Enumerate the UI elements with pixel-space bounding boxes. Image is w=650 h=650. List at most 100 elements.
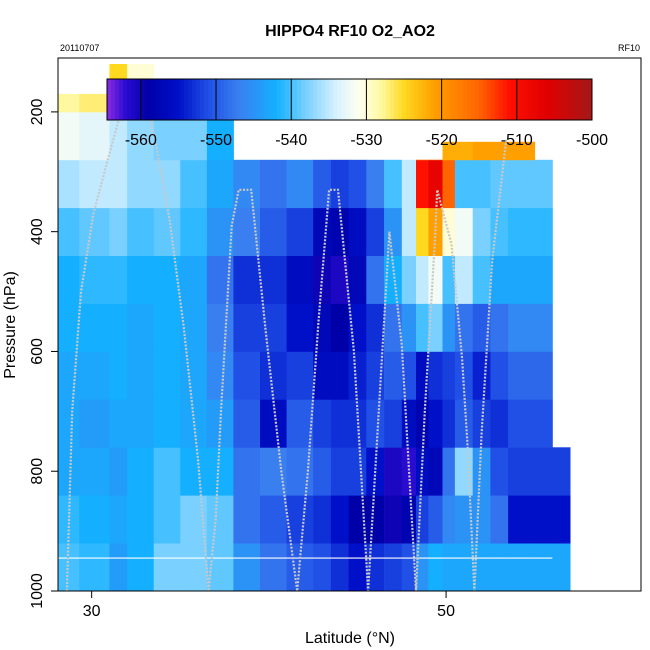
colorbar-swatch: [583, 79, 589, 120]
colorbar-swatch: [385, 79, 391, 120]
axes: 30 50 200 400 600 800 1000: [29, 98, 455, 620]
colorbar-swatch: [389, 79, 395, 120]
heatmap-cell: [384, 447, 403, 496]
colorbar-swatch: [571, 79, 577, 120]
heatmap-cell: [366, 303, 385, 352]
heatmap-cell: [428, 543, 443, 592]
colorbar-swatch: [398, 79, 403, 120]
heatmap-cell: [127, 447, 155, 496]
heatmap-cell: [472, 447, 491, 496]
heatmap-cell: [180, 399, 208, 448]
heatmap-cell: [79, 111, 110, 161]
y-axis-label: Pressure (hPa): [2, 271, 19, 379]
colorbar-swatch: [551, 79, 557, 120]
colorbar-swatch: [171, 79, 177, 120]
colorbar-swatch: [353, 79, 359, 120]
colorbar-swatch: [466, 79, 472, 120]
heatmap-cell: [416, 255, 429, 304]
heatmap-cell: [127, 495, 155, 544]
plot-frame: [57, 57, 642, 592]
heatmap-cell: [384, 399, 403, 448]
heatmap-cell: [233, 255, 261, 304]
colorbar-swatch: [280, 79, 286, 120]
heatmap-cell: [330, 447, 349, 496]
heatmap-cell: [330, 255, 349, 304]
colorbar-tick-label: -560: [125, 132, 157, 149]
colorbar-swatch: [478, 79, 484, 120]
colorbar-swatch: [495, 79, 500, 120]
colorbar-swatch: [337, 79, 342, 120]
colorbar-swatch: [329, 79, 334, 120]
heatmap-cell: [454, 399, 473, 448]
heatmap-cell: [490, 141, 509, 161]
colorbar-swatch: [349, 79, 355, 120]
heatmap-cell: [330, 159, 349, 209]
colorbar-swatch: [313, 79, 318, 120]
colorbar-swatch: [438, 79, 443, 120]
heatmap-cell: [180, 447, 208, 496]
heatmap-cell: [260, 159, 287, 209]
heatmap-cell: [534, 255, 553, 304]
heatmap-cell: [233, 447, 261, 496]
heatmap-cell: [313, 255, 332, 304]
heatmap-cell: [401, 351, 417, 400]
heatmap-cell: [366, 207, 385, 256]
heatmap-cell: [206, 447, 234, 496]
colorbar-swatch: [292, 79, 298, 120]
colorbar-swatch: [191, 79, 197, 120]
heatmap-cell: [366, 255, 385, 304]
heatmap-cell: [79, 255, 110, 304]
heatmap-cell: [180, 207, 208, 256]
heatmap-cell: [534, 351, 553, 400]
heatmap-cell: [58, 255, 80, 304]
heatmap-cell: [260, 447, 287, 496]
heatmap-cell: [366, 351, 385, 400]
heatmap-cell: [534, 159, 553, 209]
colorbar-swatch: [450, 79, 456, 120]
heatmap-cell: [286, 159, 314, 209]
colorbar-swatch: [563, 79, 569, 120]
heatmap-cell: [79, 93, 110, 113]
heatmap-cell: [348, 351, 367, 400]
heatmap-cell: [153, 255, 181, 304]
y-tick-label: 400: [29, 218, 46, 245]
colorbar-swatch: [107, 79, 112, 120]
colorbar-swatch: [539, 79, 544, 120]
heatmap-cell: [109, 207, 128, 256]
colorbar-swatch: [575, 79, 581, 120]
heatmap-cell: [442, 351, 456, 400]
colorbar-swatch: [199, 79, 205, 120]
colorbar-swatch: [426, 79, 431, 120]
colorbar-swatch: [212, 79, 217, 120]
heatmap-cell: [330, 495, 349, 544]
heatmap-cell: [416, 303, 429, 352]
chart-subtitle-right: RF10: [618, 43, 640, 53]
heatmap-cell: [490, 303, 509, 352]
heatmap-cell: [79, 303, 110, 352]
heatmap-cell: [58, 207, 80, 256]
heatmap-cell: [366, 159, 385, 209]
heatmap-cell: [490, 255, 509, 304]
colorbar-swatch: [119, 79, 124, 120]
heatmap-cell: [442, 447, 456, 496]
heatmap-cell: [552, 543, 571, 592]
heatmap-cell: [127, 255, 155, 304]
colorbar-swatch: [345, 79, 350, 120]
colorbar-swatch: [305, 79, 310, 120]
colorbar-swatch: [490, 79, 496, 120]
heatmap-cell: [109, 447, 128, 496]
heatmap-cell: [534, 399, 553, 448]
colorbar-swatch: [462, 79, 468, 120]
colorbar-swatch: [248, 79, 253, 120]
heatmap-cell: [454, 141, 473, 161]
heatmap-cell: [153, 303, 181, 352]
heatmap-cell: [508, 495, 536, 544]
heatmap-cell: [348, 255, 367, 304]
heatmap-cell: [206, 207, 234, 256]
colorbar-swatch: [454, 79, 460, 120]
heatmap-cell: [233, 303, 261, 352]
heatmap-cell: [428, 207, 443, 256]
colorbar-swatch: [236, 79, 241, 120]
heatmap-cell: [348, 543, 367, 592]
colorbar-swatch: [147, 79, 152, 120]
